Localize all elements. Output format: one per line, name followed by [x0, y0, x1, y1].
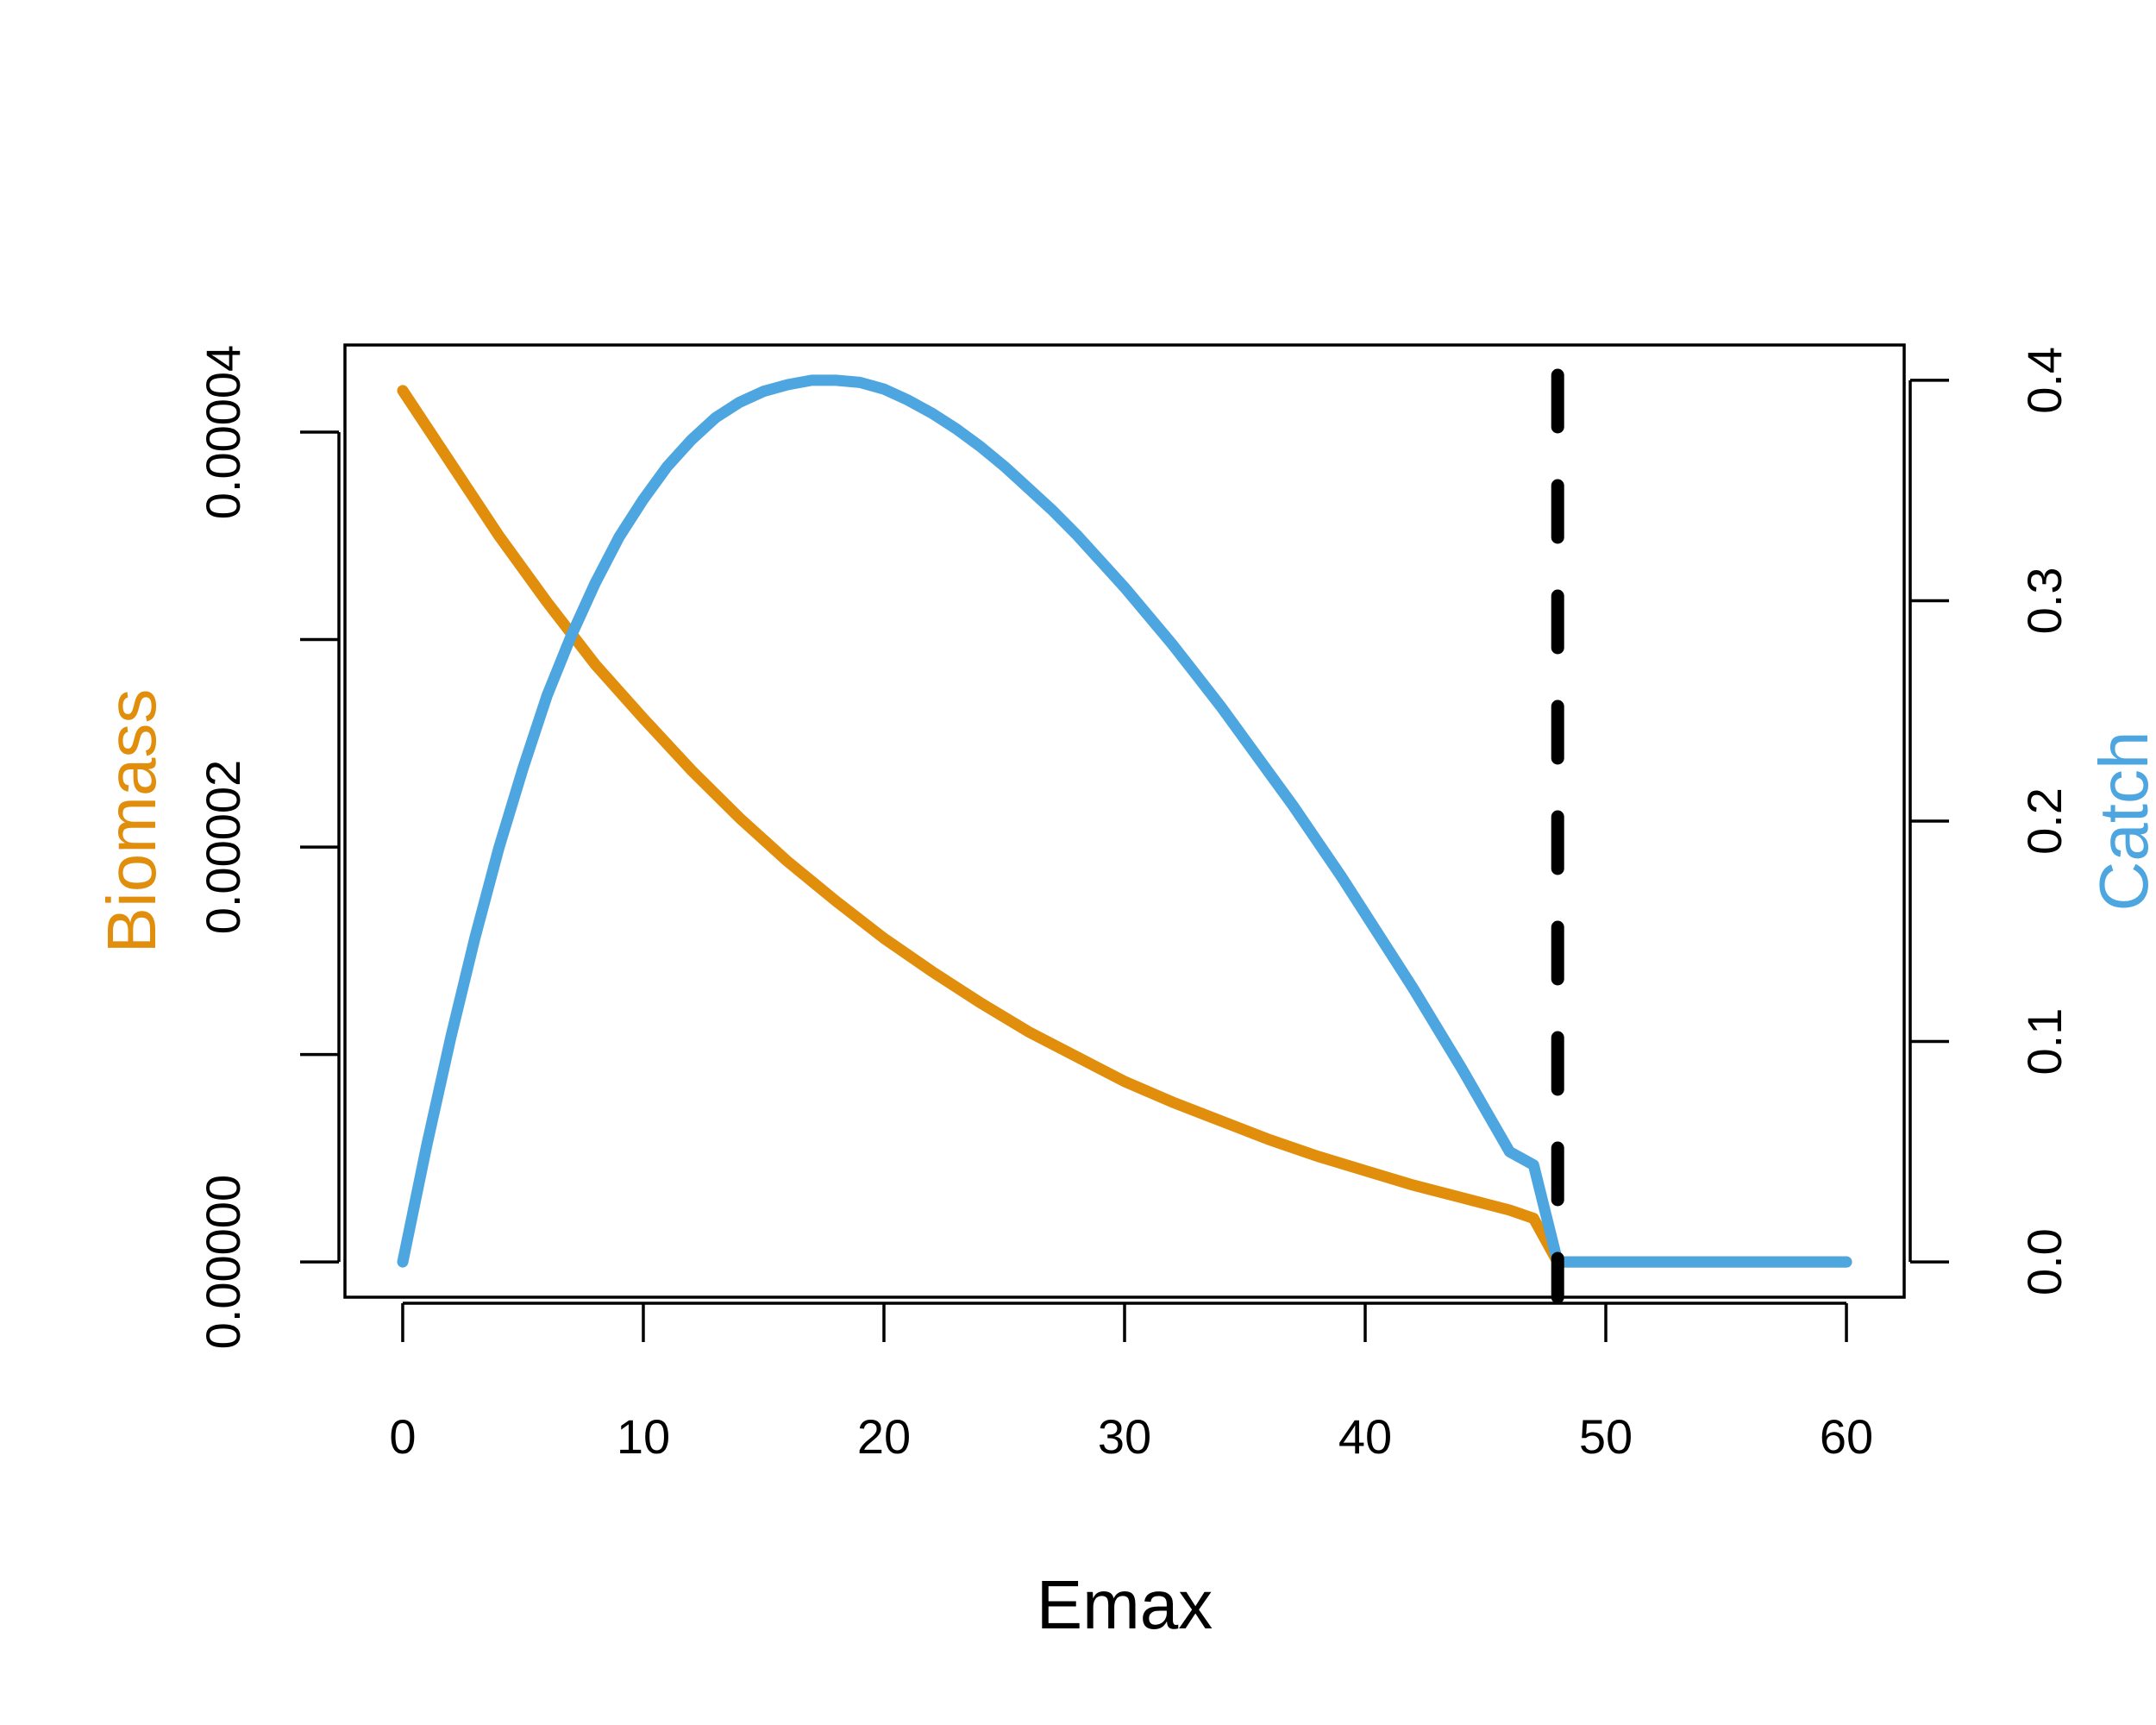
x-tick-label: 30 — [1098, 1409, 1151, 1464]
ticks-layer: 0 10 20 30 40 50 60 0.00000 0.00002 0.00004 0.0 0.1… — [196, 345, 2071, 1464]
y-left-axis-title: Biomass — [93, 689, 170, 954]
series-layer — [397, 374, 1852, 1268]
plot-frame — [343, 343, 1906, 1299]
y-right-tick-label: 0.4 — [2017, 347, 2071, 414]
y-left-tick-label: 0.00000 — [196, 1175, 250, 1349]
y-right-tick-label: 0.1 — [2017, 1008, 2071, 1076]
x-tick-label: 40 — [1338, 1409, 1392, 1464]
x-tick-label: 10 — [617, 1409, 670, 1464]
y-left-tick-label: 0.00002 — [196, 760, 250, 934]
x-tick-label: 50 — [1579, 1409, 1633, 1464]
x-axis-title: Emax — [1037, 1566, 1213, 1643]
x-tick-label: 20 — [857, 1409, 911, 1464]
y-right-tick-label: 0.0 — [2017, 1228, 2071, 1295]
y-left-tick-label: 0.00004 — [196, 345, 250, 519]
y-right-tick-label: 0.2 — [2017, 787, 2071, 855]
y-right-axis-title: Catch — [2085, 731, 2156, 912]
catch-series-line — [397, 374, 1852, 1268]
x-tick-label: 60 — [1820, 1409, 1873, 1464]
x-tick-label: 0 — [389, 1409, 416, 1464]
y-right-tick-label: 0.3 — [2017, 568, 2071, 635]
